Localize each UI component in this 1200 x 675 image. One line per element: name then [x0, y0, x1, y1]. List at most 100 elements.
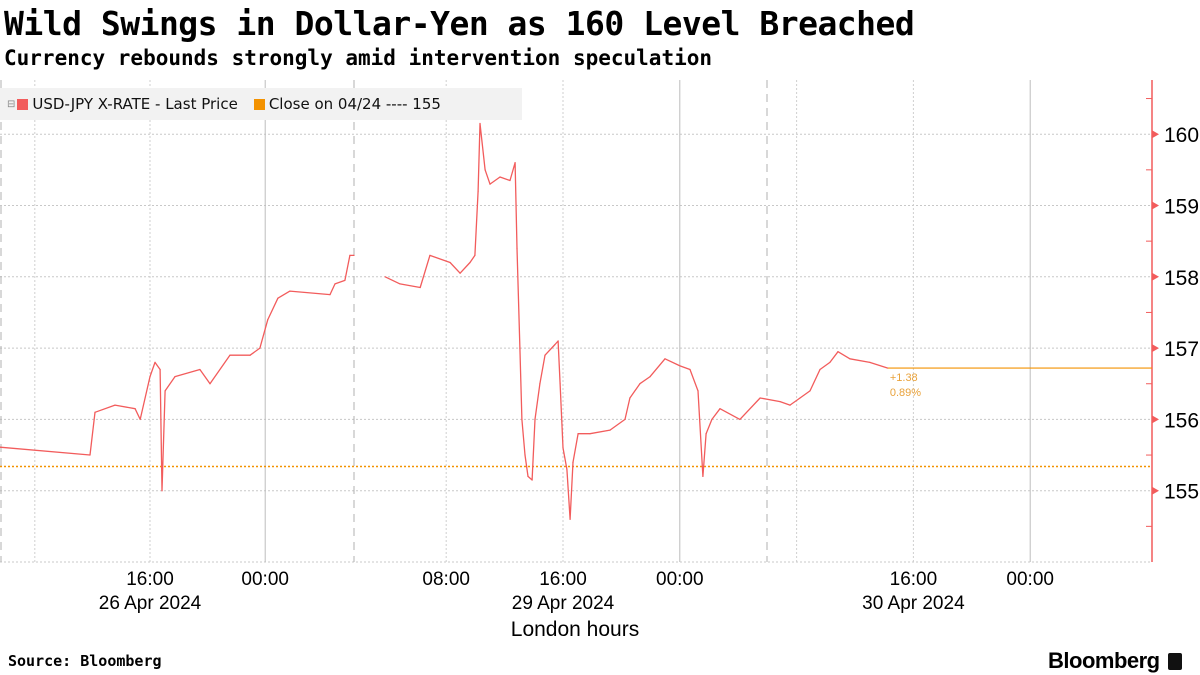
- x-tick-date: 29 Apr 2024: [512, 593, 615, 614]
- y-tick-label: 158: [1164, 267, 1199, 290]
- x-tick-label: 08:00: [422, 569, 470, 590]
- price-point: [819, 368, 821, 371]
- price-point: [334, 283, 336, 285]
- brand-text: Bloomberg: [1048, 648, 1160, 673]
- price-point: [566, 468, 568, 470]
- price-point: [484, 169, 486, 171]
- price-point: [609, 429, 611, 431]
- price-point: [349, 254, 351, 257]
- legend-swatch-close: [253, 98, 265, 110]
- price-point: [719, 408, 721, 410]
- price-point: [837, 351, 839, 353]
- price-point: [114, 404, 116, 406]
- price-point: [229, 354, 231, 356]
- price-point: [679, 365, 681, 367]
- price-point: [289, 290, 291, 292]
- price-point: [353, 254, 355, 257]
- price-point: [267, 318, 269, 321]
- price-point: [557, 340, 559, 342]
- price-point: [629, 397, 631, 399]
- price-point: [711, 418, 713, 420]
- price-point: [516, 247, 518, 249]
- price-point: [199, 368, 201, 371]
- x-tick-date: 26 Apr 2024: [99, 593, 202, 614]
- price-point: [531, 479, 533, 481]
- price-point: [259, 347, 261, 349]
- price-point: [702, 475, 704, 478]
- price-point: [344, 279, 346, 281]
- price-point: [577, 433, 579, 435]
- price-point: [469, 261, 471, 264]
- legend-swatch-price: [17, 98, 29, 110]
- x-tick-label: 00:00: [241, 569, 289, 590]
- price-point: [539, 383, 541, 385]
- y-tick-label: 159: [1164, 195, 1199, 218]
- price-point: [429, 254, 431, 257]
- price-point: [277, 297, 279, 299]
- price-point: [509, 179, 511, 182]
- price-point: [134, 408, 136, 410]
- price-point: [624, 418, 626, 420]
- price-point: [789, 404, 791, 406]
- x-tick-label: 00:00: [656, 569, 704, 590]
- price-point: [164, 390, 166, 392]
- price-line: [0, 254, 354, 492]
- price-point: [705, 433, 707, 435]
- price-point: [479, 122, 481, 125]
- price-point: [739, 418, 741, 420]
- price-point: [419, 286, 421, 289]
- price-point: [534, 418, 536, 420]
- legend-collapse-icon[interactable]: ⊟: [7, 98, 16, 110]
- y-tick-label: 155: [1164, 481, 1199, 504]
- y-tick-mark: [1152, 486, 1159, 495]
- price-point: [649, 376, 651, 378]
- legend: ⊟ USD-JPY X-RATE - Last Price Close on 0…: [0, 88, 522, 120]
- x-tick-label: 00:00: [1006, 569, 1054, 590]
- x-tick-label: 16:00: [890, 569, 938, 590]
- price-point: [519, 347, 521, 349]
- price-point: [554, 343, 556, 346]
- bloomberg-logo: Bloomberg: [1048, 648, 1182, 674]
- y-tick-mark: [1152, 201, 1159, 210]
- price-point: [849, 358, 851, 360]
- price-point: [689, 368, 691, 371]
- y-tick-label: 156: [1164, 409, 1199, 432]
- y-tick-mark: [1152, 272, 1159, 281]
- source-note: Source: Bloomberg: [8, 652, 162, 670]
- price-point: [639, 383, 641, 385]
- price-point: [527, 475, 529, 478]
- price-point: [697, 390, 699, 392]
- price-point: [154, 361, 156, 363]
- price-point: [544, 354, 546, 356]
- price-point: [159, 368, 161, 371]
- change-annotation: +1.38: [890, 372, 918, 384]
- price-point: [89, 454, 91, 456]
- price-point: [249, 354, 251, 356]
- price-point: [94, 411, 96, 413]
- price-point: [521, 418, 523, 420]
- price-point: [829, 361, 831, 363]
- x-tick-label: 16:00: [539, 569, 587, 590]
- price-point: [449, 261, 451, 264]
- price-point: [161, 490, 163, 492]
- legend-label-close: Close on 04/24 ---- 155: [268, 95, 441, 113]
- price-point: [489, 183, 491, 185]
- price-point: [174, 376, 176, 378]
- price-point: [869, 361, 871, 363]
- price-point: [572, 461, 574, 463]
- price-point: [139, 418, 141, 420]
- y-tick-mark: [1152, 344, 1159, 353]
- price-point: [809, 390, 811, 392]
- price-point: [499, 176, 501, 178]
- percent-annotation: 0.89%: [890, 387, 921, 399]
- price-line: [384, 122, 888, 520]
- x-tick-date: 30 Apr 2024: [862, 593, 965, 614]
- price-point: [149, 376, 151, 378]
- price-point: [569, 518, 571, 520]
- chart-subtitle: Currency rebounds strongly amid interven…: [4, 46, 713, 70]
- price-point: [799, 397, 801, 399]
- price-point: [477, 190, 479, 192]
- price-point: [664, 358, 666, 360]
- price-point: [399, 283, 401, 285]
- price-point: [559, 383, 561, 385]
